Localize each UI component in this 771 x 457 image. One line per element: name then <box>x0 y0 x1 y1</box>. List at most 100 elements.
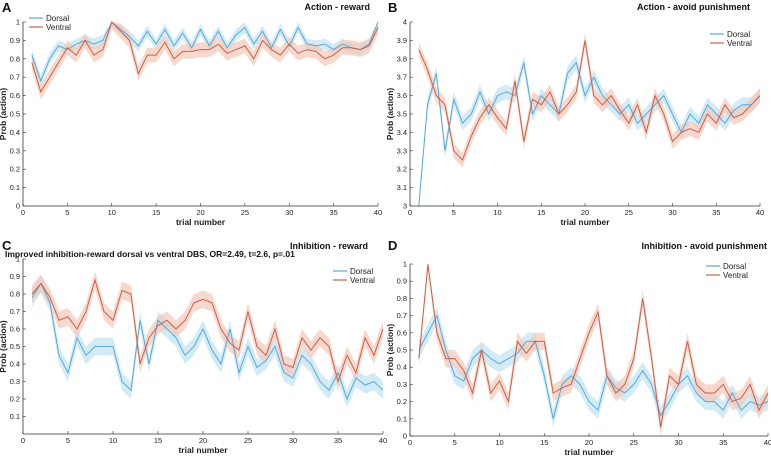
y-tick-label: 0.5 <box>10 342 20 351</box>
band-dorsal <box>418 55 760 206</box>
panel-title: Action - avoid punishment <box>637 2 750 12</box>
x-tick-label: 5 <box>66 436 70 445</box>
band-ventral <box>418 264 768 436</box>
y-tick-label: 0.6 <box>397 328 407 337</box>
x-tick-label: 40 <box>379 436 387 445</box>
y-tick-label: 0.8 <box>10 54 20 63</box>
y-tick-label: 1 <box>16 255 20 264</box>
x-tick-label: 30 <box>674 438 682 447</box>
x-tick-label: 40 <box>374 208 382 217</box>
y-tick-label: 0.2 <box>10 395 20 404</box>
x-tick-label: 0 <box>408 438 412 447</box>
series-line-dorsal <box>418 61 761 207</box>
y-axis-label: Prob (action) <box>385 88 395 141</box>
y-tick-label: 1 <box>403 260 407 269</box>
panel-title: Inhibition - avoid punishment <box>642 241 768 251</box>
panel-d: D Inhibition - avoid punishment 0 5 10 15 20 25… <box>385 238 771 457</box>
y-tick-label: 0.4 <box>397 363 407 372</box>
series-line-ventral <box>31 278 384 384</box>
legend-label-dorsal: Dorsal <box>723 262 746 271</box>
x-tick-label: 30 <box>289 436 297 445</box>
x-tick-label: 10 <box>108 208 116 217</box>
y-tick-label: 3.2 <box>397 165 407 174</box>
y-tick-label: 3.4 <box>397 128 407 137</box>
panel-label: D <box>388 238 397 253</box>
panel-title: Inhibition - reward <box>290 241 368 251</box>
x-axis-label: trial number <box>176 217 226 227</box>
series-line-dorsal <box>31 282 384 401</box>
y-tick-label: 0.5 <box>397 346 407 355</box>
y-tick-label: 0.2 <box>397 397 407 406</box>
panel-label: C <box>2 238 12 253</box>
band-dorsal <box>418 307 768 428</box>
x-tick-label: 20 <box>585 438 593 447</box>
legend-label-ventral: Ventral <box>350 276 375 285</box>
y-tick-label: 0.2 <box>10 165 20 174</box>
x-tick-label: 15 <box>537 208 545 217</box>
x-tick-label: 10 <box>109 436 117 445</box>
legend-label-ventral: Ventral <box>46 23 71 32</box>
y-tick-label: 0.6 <box>10 325 20 334</box>
series-line-ventral <box>418 263 769 428</box>
stats-annotation: Improved inhibition-reward dorsal vs ven… <box>5 249 295 259</box>
y-tick-label: 0 <box>16 202 20 211</box>
x-tick-label: 5 <box>453 438 457 447</box>
x-tick-label: 5 <box>452 208 456 217</box>
y-tick-label: 0.8 <box>10 290 20 299</box>
y-tick-label: 3.1 <box>397 183 407 192</box>
y-tick-label: 0.9 <box>10 36 20 45</box>
y-tick-label: 1 <box>16 18 20 27</box>
x-axis-label: trial number <box>178 445 228 455</box>
legend-label-ventral: Ventral <box>723 271 748 280</box>
x-tick-label: 10 <box>495 438 503 447</box>
panel-title: Action - reward <box>304 2 370 12</box>
x-tick-label: 0 <box>408 208 412 217</box>
y-tick-label: 3.5 <box>397 110 407 119</box>
x-tick-label: 20 <box>199 436 207 445</box>
x-tick-label: 15 <box>152 208 160 217</box>
y-axis-label: Prob (action) <box>385 324 395 377</box>
y-tick-label: 0.7 <box>397 311 407 320</box>
x-tick-label: 5 <box>65 208 69 217</box>
y-tick-label: 3.3 <box>397 146 407 155</box>
series-line-ventral <box>418 40 761 161</box>
x-tick-label: 35 <box>334 436 342 445</box>
y-tick-label: 4 <box>403 18 407 27</box>
y-tick-label: 3.6 <box>397 91 407 100</box>
panel-label: B <box>388 0 397 15</box>
x-tick-label: 20 <box>581 208 589 217</box>
x-tick-label: 0 <box>21 436 25 445</box>
legend-label-dorsal: Dorsal <box>350 267 373 276</box>
x-tick-label: 25 <box>244 436 252 445</box>
x-tick-label: 15 <box>540 438 548 447</box>
y-tick-label: 0.1 <box>10 183 20 192</box>
x-tick-label: 35 <box>719 438 727 447</box>
y-tick-label: 0.1 <box>397 414 407 423</box>
panel-b: B Action - avoid punishment 0 5 10 15 20 25 30 35… <box>385 0 764 227</box>
x-tick-label: 20 <box>196 208 204 217</box>
y-tick-label: 0.5 <box>10 110 20 119</box>
y-tick-label: 0.3 <box>397 380 407 389</box>
y-axis-label: Prob (action) <box>0 320 8 373</box>
y-tick-label: 0.1 <box>10 412 20 421</box>
x-tick-label: 10 <box>493 208 501 217</box>
series-line-dorsal <box>31 21 379 83</box>
panel-a: A Action - reward 0 5 10 15 20 25 30 35 40 0 0.1 0.2 0… <box>0 0 382 227</box>
band-dorsal <box>31 22 379 87</box>
x-tick-label: 40 <box>764 438 771 447</box>
y-tick-label: 0.9 <box>10 272 20 281</box>
y-tick-label: 3.8 <box>397 54 407 63</box>
y-tick-label: 3.7 <box>397 73 407 82</box>
y-tick-label: 0.4 <box>10 128 20 137</box>
series-line-ventral <box>31 21 379 94</box>
legend-label-dorsal: Dorsal <box>727 30 750 39</box>
x-tick-label: 30 <box>668 208 676 217</box>
x-tick-label: 40 <box>756 208 764 217</box>
x-tick-label: 25 <box>630 438 638 447</box>
legend-label-ventral: Ventral <box>727 39 752 48</box>
y-axis-label: Prob (action) <box>0 88 8 141</box>
band-ventral <box>418 33 760 168</box>
